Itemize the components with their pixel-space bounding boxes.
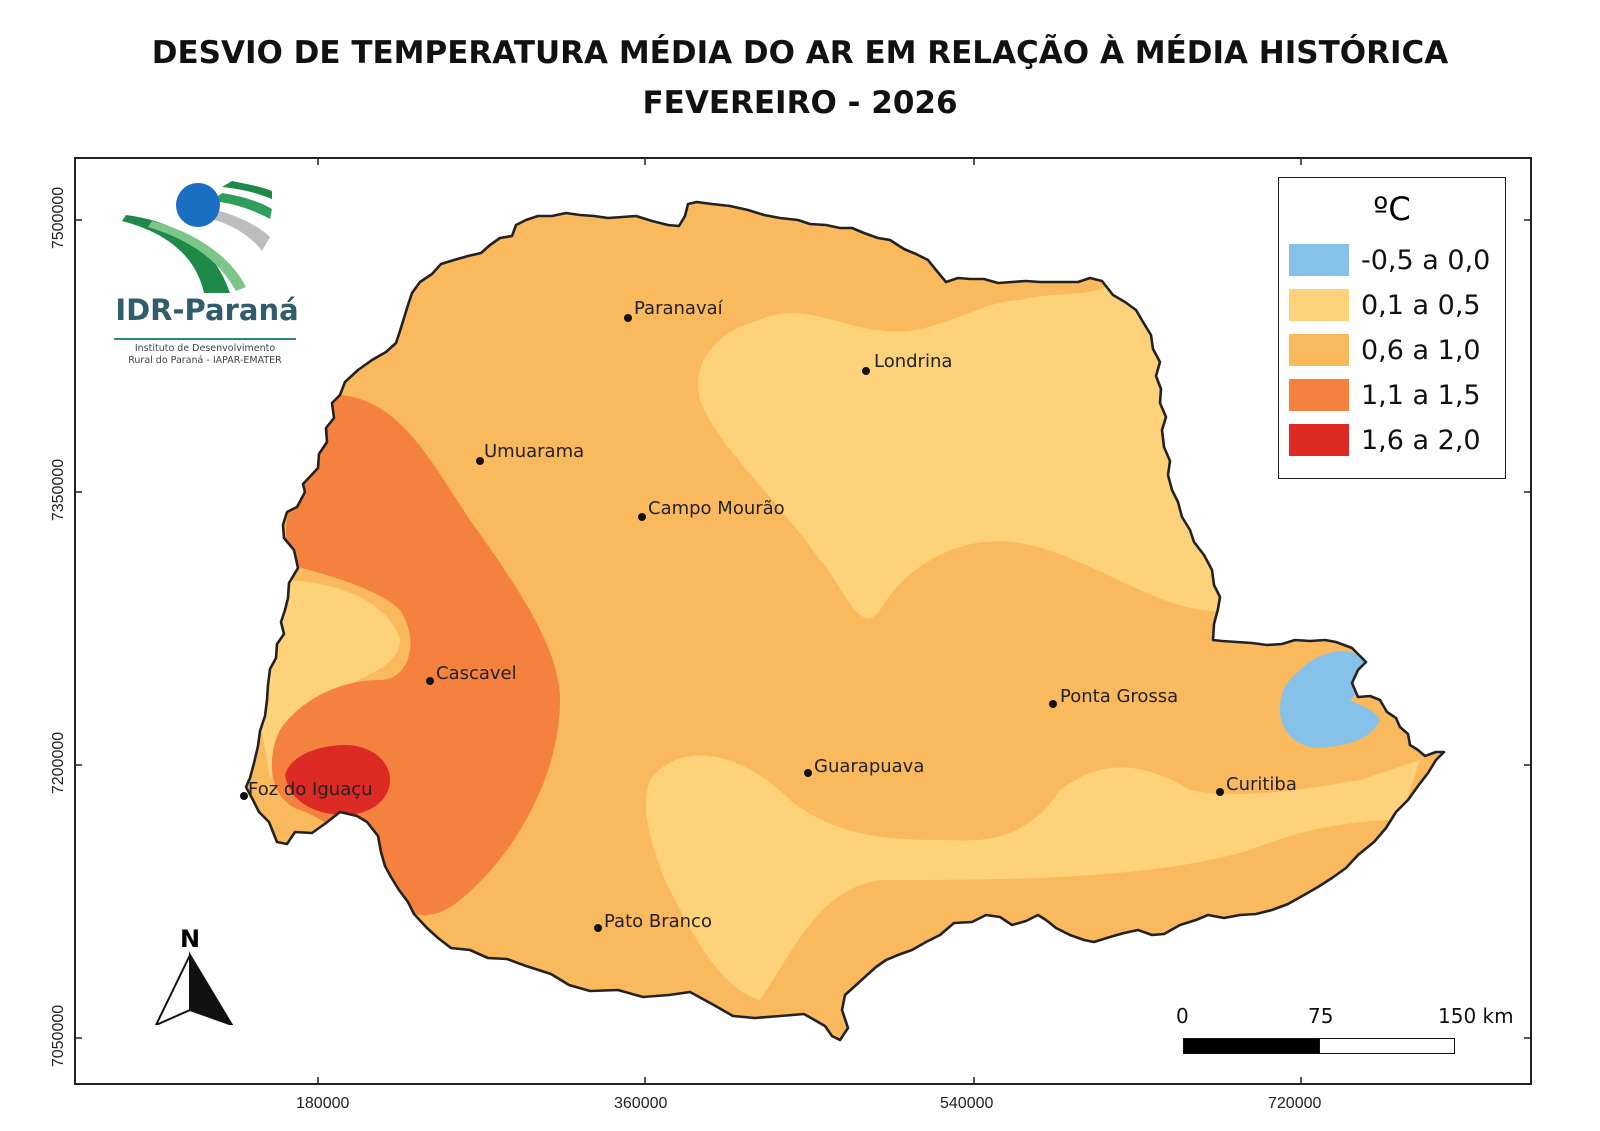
zone-northeast-light [698,280,1250,619]
logo-green-road [122,215,230,293]
logo-blue-sphere [176,183,220,227]
legend-swatch [1289,424,1349,456]
city-label-umuarama: Umuarama [484,441,585,462]
idr-logo-mark [122,181,272,293]
legend-swatch [1289,334,1349,366]
legend-item: 1,1 a 1,5 [1289,379,1481,411]
city-label-cascavel: Cascavel [436,663,517,684]
legend-label: 0,6 a 1,0 [1361,334,1481,366]
logo-subtitle: Instituto de Desenvolvimento Rural do Pa… [112,343,298,367]
legend-item: 0,1 a 0,5 [1289,289,1481,321]
x-tick-label: 180000 [296,1095,350,1112]
y-tick-label: 7050000 [50,1004,68,1068]
city-label-foz-do-iguacu: Foz do Iguaçu [248,779,373,800]
zone-southeast-light [645,755,1420,1000]
city-marker-dot [624,314,632,322]
y-tick-label: 7200000 [50,731,68,795]
logo-green-swoosh-mid [212,193,272,219]
scale-label-0: 0 [1176,1004,1189,1028]
north-label: N [179,925,201,953]
city-marker-dot [1049,700,1057,708]
zone-southwest-red [285,745,390,815]
legend-label: 1,6 a 2,0 [1361,424,1481,456]
map-title: DESVIO DE TEMPERATURA MÉDIA DO AR EM REL… [0,28,1600,128]
city-label-pato-branco: Pato Branco [604,911,712,932]
north-arrow-icon [154,951,234,1025]
city-marker-dot [476,457,484,465]
scale-label-75: 75 [1308,1004,1334,1028]
y-tick-label: 7500000 [50,186,68,250]
map-legend: ºC -0,5 a 0,0 0,1 a 0,5 0,6 a 1,0 1,1 a … [1278,177,1506,479]
legend-item: -0,5 a 0,0 [1289,244,1490,276]
logo-green-swoosh-top [222,181,272,199]
x-tick-label: 540000 [940,1095,994,1112]
city-label-guarapuava: Guarapuava [814,756,925,777]
x-tick-label: 720000 [1268,1095,1322,1112]
city-label-londrina: Londrina [874,351,953,372]
city-markers [240,314,1224,932]
axis-ticks [74,157,1532,1085]
legend-label: 0,1 a 0,5 [1361,289,1481,321]
logo-divider [114,338,296,340]
parana-state-outline [244,200,1446,1042]
legend-title: ºC [1373,190,1411,228]
x-tick-label: 360000 [614,1095,668,1112]
logo-name: IDR-Paraná [115,293,299,327]
city-marker-dot [862,367,870,375]
legend-swatch [1289,289,1349,321]
logo-light-road [148,221,246,291]
city-label-paranavai: Paranavaí [634,298,723,319]
north-arrow-right-half [189,951,234,1025]
scale-bar-white [1319,1038,1455,1054]
logo-subtitle-line-1: Instituto de Desenvolvimento [134,343,276,354]
north-arrow: N [150,925,240,1025]
scale-label-150: 150 km [1438,1004,1514,1028]
legend-swatch [1289,244,1349,276]
city-label-campo-mourao: Campo Mourão [648,498,785,519]
city-marker-dot [804,769,812,777]
north-arrow-left-half [154,954,191,1025]
y-tick-label: 7350000 [50,458,68,522]
city-label-ponta-grossa: Ponta Grossa [1060,686,1179,707]
legend-item: 0,6 a 1,0 [1289,334,1481,366]
city-label-curitiba: Curitiba [1226,774,1297,795]
legend-label: 1,1 a 1,5 [1361,379,1481,411]
city-marker-dot [1216,788,1224,796]
legend-item: 1,6 a 2,0 [1289,424,1481,456]
legend-label: -0,5 a 0,0 [1361,244,1491,276]
city-marker-dot [240,792,248,800]
city-marker-dot [594,924,602,932]
title-line-2: FEVEREIRO - 2026 [642,85,958,121]
idr-parana-logo: IDR-Paraná Instituto de Desenvolvimento … [112,175,302,375]
logo-subtitle-line-2: Rural do Paraná - IAPAR-EMATER [128,355,282,366]
logo-gray-swoosh [204,209,270,251]
city-marker-dot [426,677,434,685]
city-marker-dot [638,513,646,521]
legend-swatch [1289,379,1349,411]
scale-bar-black [1183,1038,1320,1054]
title-line-1: DESVIO DE TEMPERATURA MÉDIA DO AR EM REL… [151,35,1449,71]
